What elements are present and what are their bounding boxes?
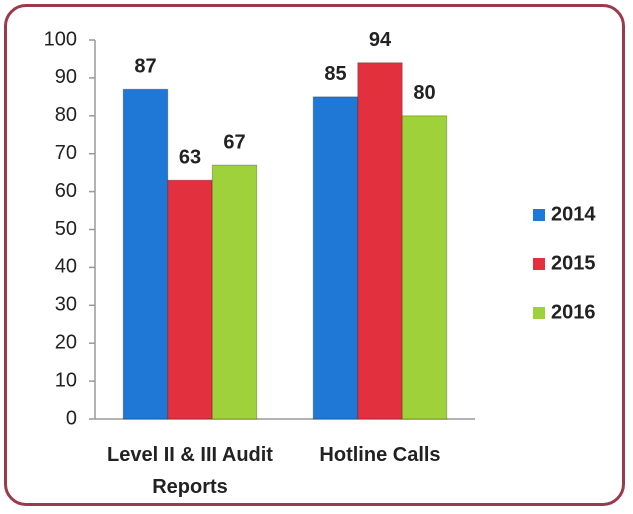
y-tick-label: 60 (55, 180, 77, 202)
legend-label: 2015 (551, 252, 596, 274)
legend-label: 2014 (551, 203, 596, 225)
bar (122, 88, 169, 420)
data-label: 94 (369, 29, 392, 51)
bar (357, 62, 403, 420)
legend-swatch (533, 209, 545, 221)
legend-swatch (533, 258, 545, 270)
y-tick-label: 30 (55, 294, 77, 316)
y-tick-label: 100 (44, 28, 77, 50)
legend-swatch (533, 307, 545, 319)
data-label: 63 (179, 147, 201, 169)
data-label: 67 (223, 131, 245, 153)
y-tick-label: 20 (55, 331, 77, 353)
data-label: 80 (413, 82, 435, 104)
bar (401, 115, 448, 420)
bar (167, 179, 213, 420)
y-tick-label: 90 (55, 66, 77, 88)
x-tick-label: Level II & III Audit Reports (107, 444, 273, 498)
y-tick-label: 0 (66, 407, 77, 429)
y-tick-label: 10 (55, 369, 77, 391)
y-tick-label: 70 (55, 142, 77, 164)
bar (312, 96, 359, 420)
data-label: 85 (324, 63, 346, 85)
data-label: 87 (134, 56, 156, 78)
x-tick-label: Hotline Calls (319, 444, 441, 466)
legend-label: 2016 (551, 301, 596, 323)
bar (211, 164, 258, 420)
chart-frame (4, 4, 625, 506)
y-tick-label: 80 (55, 104, 77, 126)
y-tick-label: 40 (55, 256, 77, 278)
y-tick-label: 50 (55, 218, 77, 240)
